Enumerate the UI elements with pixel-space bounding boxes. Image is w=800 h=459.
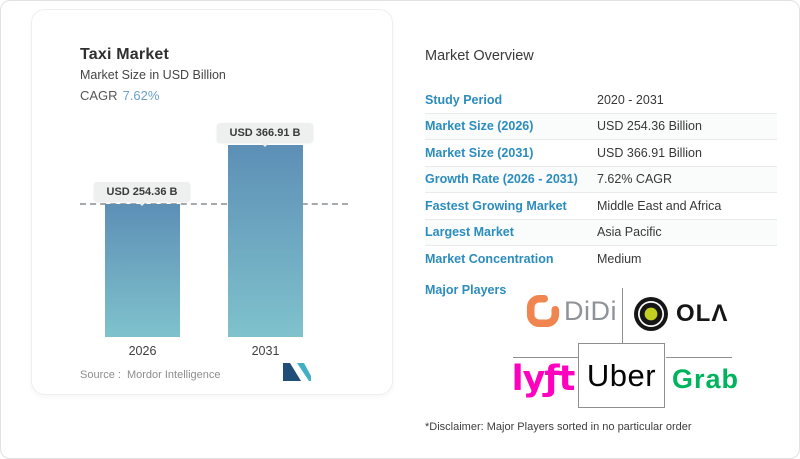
- grid-divider-vertical: [622, 288, 623, 344]
- grid-divider-horizontal-right: [666, 357, 732, 358]
- table-row: Market Size (2026) USD 254.36 Billion: [425, 113, 777, 140]
- chart-subtitle: Market Size in USD Billion: [80, 68, 226, 82]
- ola-logo-text: OLΛ: [676, 300, 729, 327]
- uber-logo-text: Uber: [586, 357, 657, 393]
- source-attribution: Source : Mordor Intelligence: [80, 369, 221, 381]
- grid-divider-horizontal-left: [513, 357, 578, 358]
- market-size-chart-card: Taxi Market Market Size in USD Billion C…: [31, 9, 393, 395]
- cagr-label: CAGR: [80, 88, 118, 103]
- row-label: Market Size (2026): [425, 119, 534, 134]
- x-tick-2031: 2031: [251, 344, 280, 358]
- overview-table: Study Period 2020 - 2031 Market Size (202…: [425, 87, 777, 273]
- table-row: Market Concentration Medium: [425, 246, 777, 273]
- source-label: Source :: [80, 369, 121, 381]
- row-label: Market Concentration: [425, 252, 554, 267]
- table-row: Fastest Growing Market Middle East and Af…: [425, 193, 777, 220]
- overview-heading: Market Overview: [425, 48, 534, 64]
- ola-logo-icon: [634, 297, 668, 331]
- row-value: USD 254.36 Billion: [597, 119, 702, 134]
- lyft-logo: lyƒt: [511, 359, 576, 399]
- major-players-grid: DiDi OLΛ lyƒt Uber Grab: [425, 279, 781, 413]
- major-players-label: Major Players: [425, 283, 507, 297]
- row-value: Asia Pacific: [597, 225, 662, 240]
- players-disclaimer: *Disclaimer: Major Players sorted in no …: [425, 421, 692, 433]
- source-value: Mordor Intelligence: [126, 369, 221, 381]
- row-value: Medium: [597, 252, 642, 267]
- row-label: Growth Rate (2026 - 2031): [425, 172, 578, 187]
- bar-2031: [228, 145, 303, 337]
- row-value: Middle East and Africa: [597, 198, 722, 213]
- uber-logo-box: Uber: [578, 343, 665, 408]
- row-value: USD 366.91 Billion: [597, 145, 702, 160]
- chart-cagr-line: CAGR 7.62%: [80, 88, 159, 103]
- row-label: Fastest Growing Market: [425, 198, 567, 213]
- bar-value-callout-2026: USD 254.36 B: [94, 182, 190, 201]
- x-tick-2026: 2026: [128, 344, 157, 358]
- didi-logo: DiDi: [526, 294, 617, 328]
- bar-value-callout-2031: USD 366.91 B: [217, 123, 313, 142]
- ola-logo: OLΛ: [633, 296, 728, 332]
- table-row: Study Period 2020 - 2031: [425, 87, 777, 114]
- table-row: Largest Market Asia Pacific: [425, 219, 777, 246]
- grab-logo: Grab: [672, 364, 740, 394]
- chart-title: Taxi Market: [80, 46, 170, 63]
- baseline-dashed-line: [80, 203, 348, 205]
- bar-2026: [105, 204, 180, 337]
- didi-logo-text: DiDi: [564, 295, 617, 326]
- didi-logo-icon: [526, 294, 560, 328]
- cagr-value: 7.62%: [122, 88, 160, 103]
- row-value: 2020 - 2031: [597, 92, 664, 107]
- bar-chart-plot: USD 254.36 B USD 366.91 B 2026 2031: [32, 10, 392, 394]
- table-row: Growth Rate (2026 - 2031) 7.62% CAGR: [425, 166, 777, 193]
- row-label: Largest Market: [425, 225, 514, 240]
- mordor-intelligence-logo-icon: [283, 363, 311, 381]
- row-value: 7.62% CAGR: [597, 172, 673, 187]
- row-label: Market Size (2031): [425, 145, 534, 160]
- row-label: Study Period: [425, 92, 503, 107]
- table-row: Market Size (2031) USD 366.91 Billion: [425, 140, 777, 167]
